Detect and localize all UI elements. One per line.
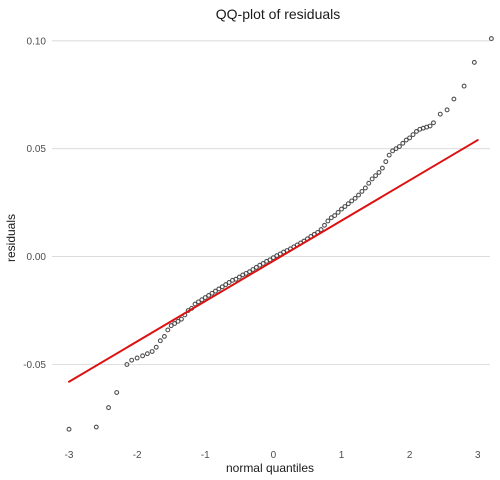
data-points [66,36,494,432]
data-point [444,107,450,113]
x-tick-label: 2 [407,450,413,461]
data-point [332,213,338,219]
data-point [216,286,222,292]
data-point [359,188,365,194]
data-point [325,218,331,224]
data-point [373,173,379,179]
data-point [165,327,171,333]
y-tick-labels: -0.05 0.00 0.05 0.10 [23,36,46,371]
data-point [192,301,198,307]
reference-line-layer [68,139,479,383]
data-point [134,355,140,361]
data-point [209,290,215,296]
data-point [114,390,120,395]
data-point [144,351,150,357]
data-point [93,424,99,430]
data-point [386,152,392,158]
chart-title: QQ-plot of residuals [216,6,341,22]
data-point [413,128,419,134]
data-point [379,165,385,171]
y-axis-label: residuals [4,214,18,262]
data-point [407,135,413,141]
data-point [168,323,174,329]
data-point [196,299,201,305]
data-point [352,195,358,201]
data-point [178,316,184,322]
x-tick-label: -1 [201,450,210,461]
data-point [437,111,443,117]
data-point [157,338,163,344]
data-point [328,215,334,221]
data-point [376,169,382,175]
data-point [206,292,212,298]
data-point [270,255,276,261]
x-tick-labels: -3 -2 -1 0 1 2 3 [65,450,481,461]
x-tick-label: 0 [271,450,277,461]
y-tick-label: -0.05 [23,360,46,371]
data-point [403,137,409,143]
x-tick-label: -3 [65,450,74,461]
data-point [369,176,375,182]
data-point [342,204,348,209]
data-point [393,146,399,152]
data-point [461,83,467,89]
data-point [253,264,259,270]
x-axis-label: normal quantiles [226,461,314,475]
data-point [366,180,372,186]
data-point [140,353,146,359]
data-point [267,257,273,263]
data-point [349,198,355,204]
data-point [149,349,155,354]
data-point [431,120,436,126]
data-point [175,318,181,324]
x-tick-label: 1 [339,450,345,461]
y-tick-label: 0.10 [27,36,47,47]
data-point [260,261,266,266]
data-point [153,344,159,350]
data-point [236,274,242,280]
data-point [172,321,178,326]
data-point [247,269,252,275]
data-point [335,209,341,215]
y-tick-label: 0.00 [27,252,47,263]
data-point [199,297,205,303]
data-point [396,144,402,149]
x-tick-label: 3 [475,450,481,461]
data-point [390,148,396,154]
data-point [318,227,324,233]
data-point [106,405,111,411]
data-point [451,96,457,102]
data-point [322,222,327,228]
data-point [233,276,239,282]
data-point [345,201,351,207]
data-point [161,333,167,339]
data-point [427,123,433,129]
data-point [339,206,344,212]
data-point [410,132,416,138]
data-point [124,362,130,367]
y-tick-label: 0.05 [27,144,47,155]
reference-line [68,139,479,383]
data-point [129,357,135,363]
data-point [356,192,361,198]
data-point [223,282,229,288]
data-point [383,159,389,165]
data-point [250,267,256,272]
data-point [362,185,368,191]
data-point [213,288,218,294]
grid-lines [52,40,490,365]
x-tick-label: -2 [133,450,142,461]
data-point [471,59,477,65]
data-point [226,280,232,285]
data-point [219,284,225,290]
data-point [488,36,494,42]
data-point [66,426,72,432]
data-point [400,140,406,146]
data-point [202,295,208,301]
